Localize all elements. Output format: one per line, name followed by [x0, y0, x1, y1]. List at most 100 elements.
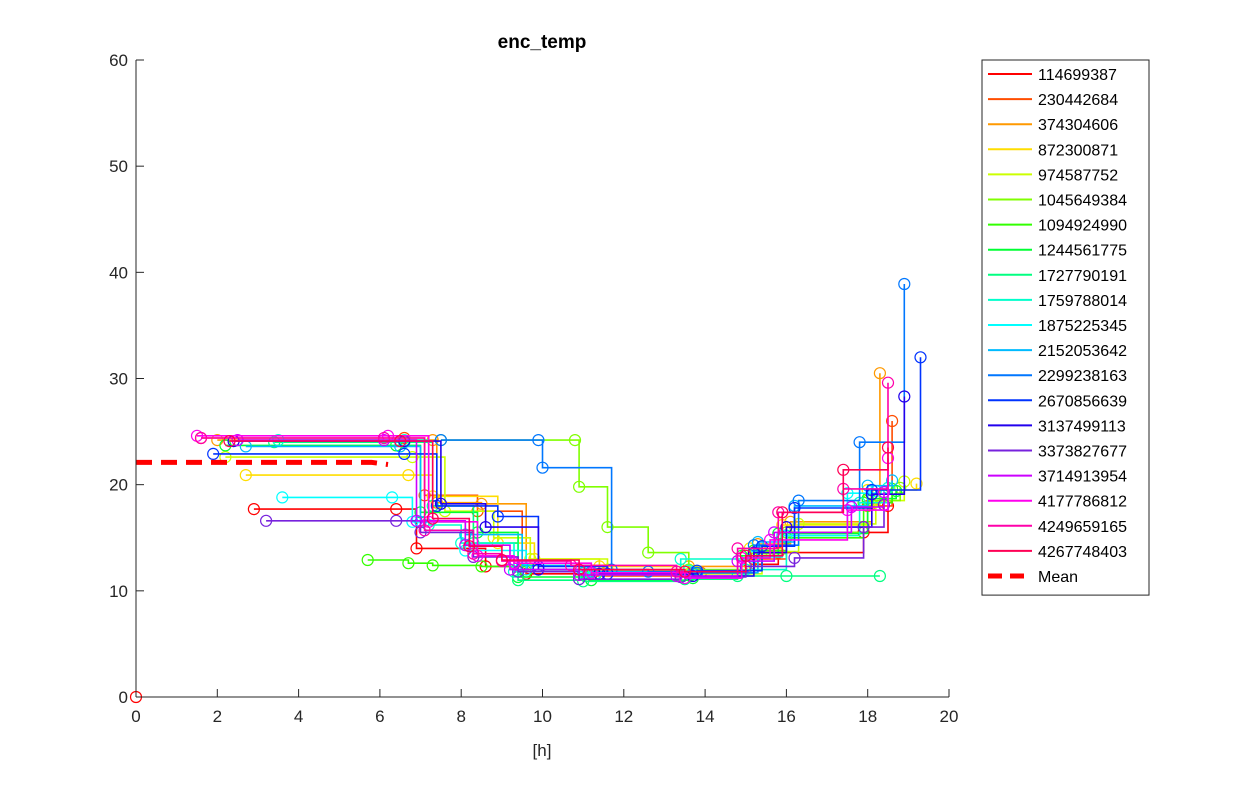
plot-area	[136, 277, 927, 588]
data-point	[841, 487, 854, 500]
legend-label: 872300871	[1038, 142, 1118, 159]
legend-item: 1244561775	[988, 243, 1127, 260]
data-point	[894, 481, 907, 494]
data-point	[780, 569, 793, 583]
legend-item: 2299238163	[988, 368, 1127, 385]
data-point	[503, 563, 517, 576]
legend-label: 1244561775	[1038, 243, 1127, 260]
data-point	[426, 512, 439, 525]
data-point	[434, 497, 447, 510]
legend-item: 1875225345	[988, 318, 1127, 335]
data-point	[873, 569, 887, 583]
series-4267748403	[223, 435, 895, 578]
data-point	[207, 447, 220, 460]
x-tick-label: 20	[940, 707, 959, 726]
data-point	[747, 539, 761, 552]
mean-line	[136, 459, 389, 467]
data-point	[410, 542, 423, 555]
data-point	[394, 435, 407, 448]
legend-label: 4249659165	[1038, 519, 1127, 536]
x-tick-label: 18	[858, 707, 877, 726]
legend-item: 2152053642	[988, 343, 1127, 360]
data-point	[670, 565, 683, 578]
x-tick-label: 2	[213, 707, 222, 726]
data-point	[223, 435, 236, 448]
data-point	[463, 540, 476, 553]
series-1244561775	[219, 439, 903, 587]
data-point	[260, 514, 273, 527]
data-point	[377, 431, 391, 445]
data-point	[410, 514, 423, 527]
axes: 0 2 4 6 8 10 12 14 16 18 20 0 10 20 30 40 50 60	[109, 51, 958, 726]
x-tick-label: 12	[614, 707, 633, 726]
legend-label: 974587752	[1038, 167, 1118, 184]
data-point	[755, 540, 769, 553]
data-point	[763, 533, 777, 547]
series-line	[225, 444, 897, 581]
data-point	[601, 520, 614, 534]
legend-item: 230442684	[988, 92, 1118, 109]
legend-label: 1875225345	[1038, 318, 1127, 335]
data-point	[361, 553, 374, 567]
legend-item: 872300871	[988, 142, 1118, 159]
legend-item: 4177786812	[988, 494, 1127, 511]
x-tick-label: 6	[375, 707, 384, 726]
data-point	[853, 436, 866, 449]
y-tick-label: 10	[109, 582, 128, 601]
legend-label: Mean	[1038, 569, 1078, 586]
legend-label: 1727790191	[1038, 268, 1127, 285]
data-point	[890, 484, 903, 498]
legend-label: 374304606	[1038, 117, 1118, 134]
legend-item: 3373827677	[988, 444, 1127, 461]
series-mean	[136, 459, 389, 467]
data-point	[406, 451, 419, 464]
data-point	[857, 520, 870, 534]
data-point	[776, 506, 789, 519]
legend-item: 4267748403	[988, 544, 1127, 561]
data-point	[390, 514, 403, 527]
legend-item: 1094924990	[988, 218, 1127, 235]
data-point	[524, 552, 537, 566]
data-point	[788, 501, 801, 515]
data-point	[792, 494, 805, 507]
legend-label: 3373827677	[1038, 444, 1127, 461]
data-point	[881, 376, 895, 389]
legend-label: 1759788014	[1038, 293, 1127, 310]
data-point	[788, 551, 801, 565]
data-point	[231, 434, 244, 447]
data-point	[398, 447, 411, 460]
data-point	[532, 434, 545, 447]
y-tick-label: 0	[119, 688, 128, 707]
legend-label: 1045649384	[1038, 193, 1127, 210]
data-point	[910, 477, 923, 490]
y-tick-label: 30	[109, 370, 128, 389]
data-point	[585, 566, 598, 579]
legend-item: 4249659165	[988, 519, 1127, 536]
data-point	[877, 486, 891, 499]
legend-item: 3137499113	[988, 418, 1126, 435]
x-axis-label: [h]	[533, 741, 552, 760]
legend-item: 1727790191	[988, 268, 1127, 285]
legend-item: 1045649384	[988, 193, 1127, 210]
data-point	[239, 469, 252, 482]
y-tick-label: 60	[109, 51, 128, 70]
data-point	[495, 553, 508, 567]
data-point	[390, 503, 403, 516]
data-point	[568, 434, 582, 447]
data-point	[837, 463, 850, 476]
x-tick-label: 4	[294, 707, 303, 726]
data-point	[642, 546, 655, 559]
data-point	[898, 277, 911, 291]
legend-item: 114699387	[988, 67, 1117, 84]
legend-label: 3714913954	[1038, 469, 1127, 486]
data-point	[873, 367, 887, 380]
data-point	[914, 351, 927, 364]
legend-item: 2670856639	[988, 393, 1127, 410]
data-point	[751, 535, 765, 549]
y-tick-label: 50	[109, 157, 128, 176]
y-tick-label: 20	[109, 476, 128, 495]
data-point	[247, 503, 260, 516]
data-point	[898, 390, 911, 403]
data-point	[572, 563, 586, 576]
data-point	[402, 557, 415, 570]
